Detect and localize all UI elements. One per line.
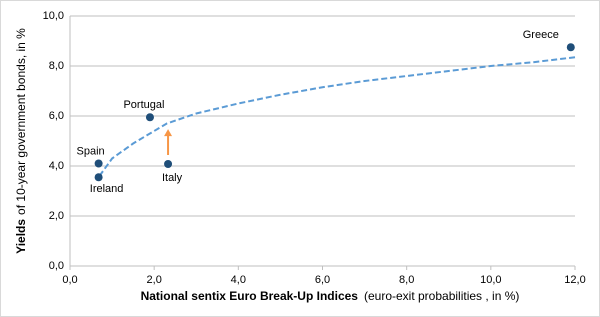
- x-tick-label: 0,0: [62, 274, 77, 286]
- x-tick-label: 6,0: [315, 274, 330, 286]
- y-tick-label: 2,0: [49, 210, 64, 222]
- point: [94, 159, 103, 168]
- point-label: Portugal: [123, 99, 164, 111]
- point: [145, 113, 154, 122]
- point-label: Ireland: [90, 183, 124, 195]
- x-title-bold: National sentix Euro Break-Up Indices: [141, 289, 359, 303]
- x-tick-label: 8,0: [399, 274, 414, 286]
- point: [566, 43, 575, 52]
- point-label: Spain: [77, 145, 105, 157]
- point-label: Greece: [523, 29, 559, 41]
- y-axis-title: Yields of 10-year government bonds, in %: [14, 28, 28, 254]
- x-axis-title: National sentix Euro Break-Up Indices (eu…: [141, 289, 520, 303]
- point-label: Italy: [162, 172, 183, 184]
- x-title-rest: (euro-exit probabilities , in %): [364, 289, 519, 303]
- y-tick-label: 6,0: [49, 110, 64, 122]
- y-tick-label: 10,0: [43, 10, 64, 22]
- x-tick-label: 4,0: [231, 274, 246, 286]
- x-tick-label: 2,0: [147, 274, 162, 286]
- y-tick-label: 0,0: [49, 260, 64, 272]
- arrow-head: [164, 129, 173, 137]
- y-tick-label: 4,0: [49, 160, 64, 172]
- trendline: [98, 56, 576, 177]
- point: [94, 173, 103, 182]
- y-tick-label: 8,0: [49, 60, 64, 72]
- x-tick-label: 10,0: [480, 274, 501, 286]
- x-tick-label: 12,0: [564, 274, 585, 286]
- y-title-bold: Yields: [14, 219, 28, 254]
- point: [164, 160, 173, 168]
- y-title-rest: of 10-year government bonds, in %: [14, 28, 28, 215]
